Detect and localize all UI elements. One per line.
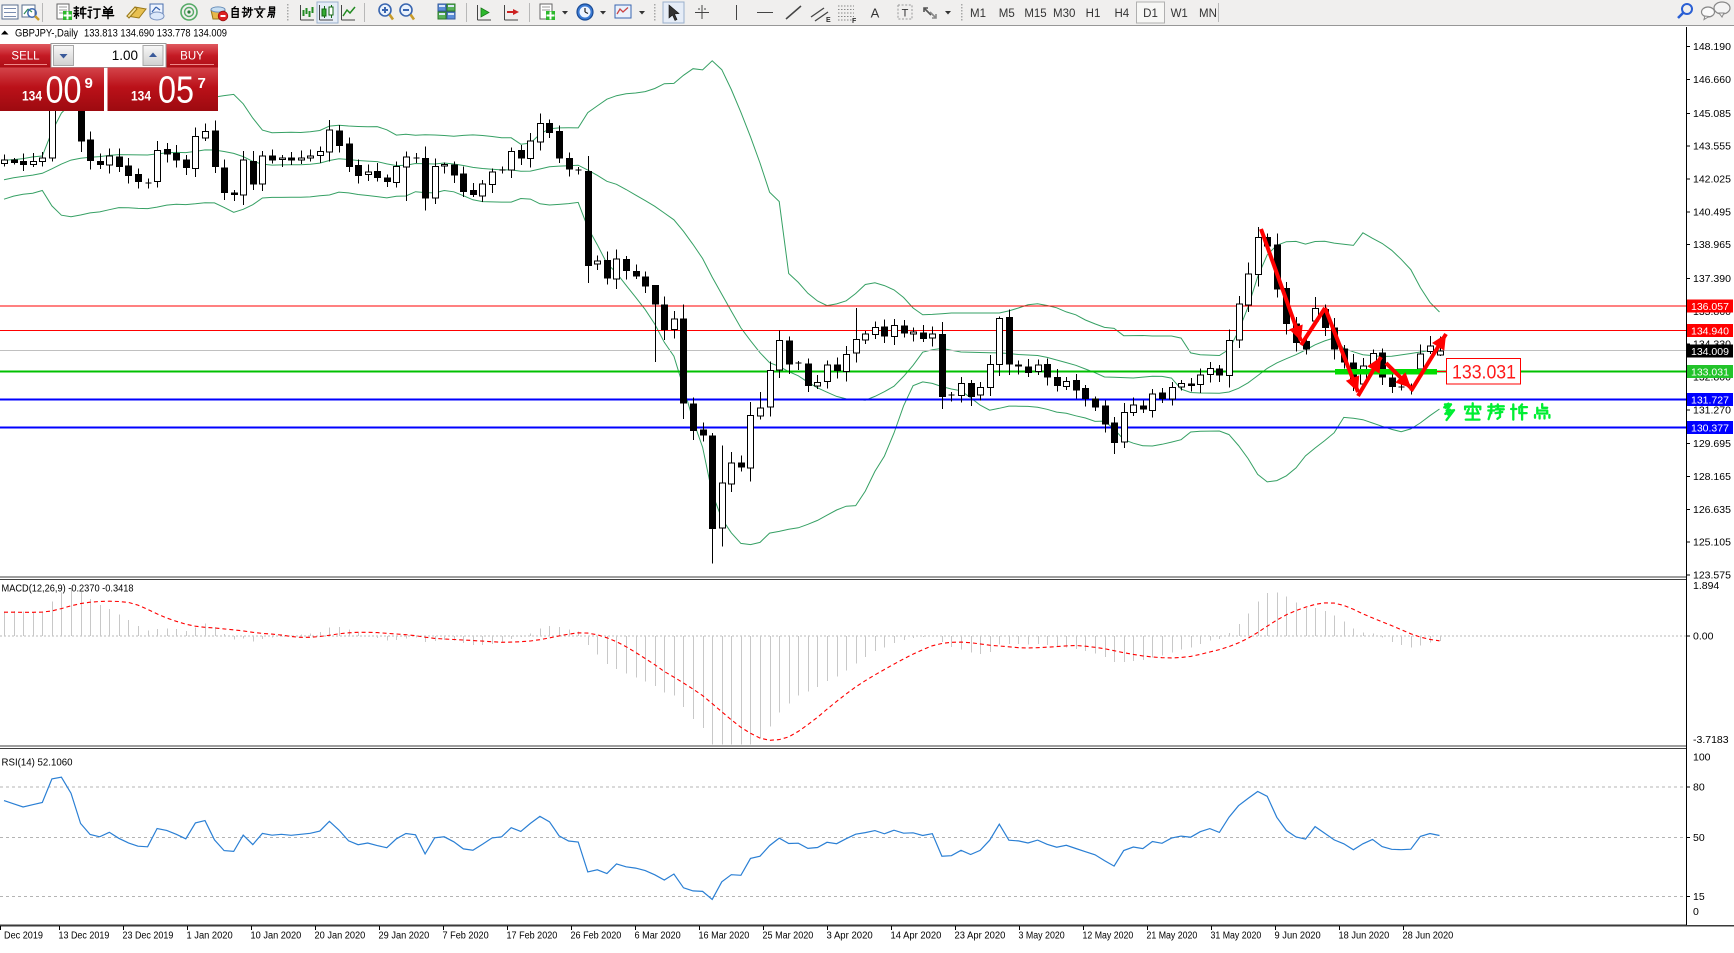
svg-text:23 Dec 2019: 23 Dec 2019 — [123, 931, 174, 942]
svg-text:-3.7183: -3.7183 — [1693, 734, 1729, 746]
svg-text:13 Dec 2019: 13 Dec 2019 — [59, 931, 110, 942]
svg-text:MN: MN — [1199, 8, 1217, 20]
svg-text:3 May 2020: 3 May 2020 — [1019, 931, 1066, 942]
svg-text:16 Mar 2020: 16 Mar 2020 — [699, 931, 750, 942]
svg-text:7: 7 — [198, 75, 206, 92]
svg-text:15: 15 — [1693, 891, 1705, 903]
svg-text:18 Jun 2020: 18 Jun 2020 — [1339, 931, 1390, 942]
svg-text:123.575: 123.575 — [1693, 569, 1731, 581]
svg-text:1.894: 1.894 — [1693, 580, 1719, 592]
svg-text:6 Mar 2020: 6 Mar 2020 — [635, 931, 682, 942]
svg-text:134.009: 134.009 — [1691, 346, 1729, 358]
svg-text:GBPJPY-,Daily: GBPJPY-,Daily — [15, 28, 78, 40]
svg-text:134.940: 134.940 — [1691, 325, 1729, 337]
svg-text:138.965: 138.965 — [1693, 239, 1731, 251]
svg-text:Dec 2019: Dec 2019 — [4, 931, 43, 942]
svg-text:9: 9 — [85, 75, 93, 92]
svg-text:136.057: 136.057 — [1691, 301, 1729, 313]
svg-text:131.270: 131.270 — [1693, 404, 1731, 416]
svg-text:F: F — [852, 18, 857, 25]
svg-text:128.165: 128.165 — [1693, 471, 1731, 483]
svg-text:0.00: 0.00 — [1693, 631, 1714, 643]
svg-text:D1: D1 — [1143, 8, 1158, 20]
svg-text:M30: M30 — [1053, 8, 1075, 20]
svg-text:134: 134 — [22, 88, 42, 104]
svg-text:134: 134 — [131, 88, 151, 104]
svg-text:26 Feb 2020: 26 Feb 2020 — [571, 931, 622, 942]
svg-text:10 Jan 2020: 10 Jan 2020 — [251, 931, 302, 942]
svg-text:M15: M15 — [1024, 8, 1046, 20]
svg-text:12 May 2020: 12 May 2020 — [1083, 931, 1134, 942]
svg-text:E: E — [826, 17, 831, 24]
svg-text:140.495: 140.495 — [1693, 206, 1731, 218]
svg-text:126.635: 126.635 — [1693, 504, 1731, 516]
svg-text:21 May 2020: 21 May 2020 — [1147, 931, 1198, 942]
svg-text:50: 50 — [1693, 832, 1705, 844]
svg-text:0: 0 — [1693, 906, 1699, 918]
svg-text:H1: H1 — [1086, 8, 1101, 20]
svg-text:23 Apr 2020: 23 Apr 2020 — [955, 931, 1006, 942]
svg-text:1.00: 1.00 — [112, 48, 138, 63]
svg-text:1 Jan 2020: 1 Jan 2020 — [187, 931, 234, 942]
svg-text:00: 00 — [46, 70, 82, 112]
svg-text:25 Mar 2020: 25 Mar 2020 — [763, 931, 814, 942]
svg-text:M5: M5 — [999, 8, 1015, 20]
svg-text:05: 05 — [158, 70, 194, 112]
svg-text:9 Jun 2020: 9 Jun 2020 — [1275, 931, 1322, 942]
svg-text:BUY: BUY — [180, 51, 204, 63]
svg-text:T: T — [902, 8, 909, 20]
svg-text:28 Jun 2020: 28 Jun 2020 — [1403, 931, 1454, 942]
svg-text:133.813 134.690 133.778 134.00: 133.813 134.690 133.778 134.009 — [84, 28, 227, 40]
svg-text:3 Apr 2020: 3 Apr 2020 — [827, 931, 874, 942]
svg-text:125.105: 125.105 — [1693, 537, 1731, 549]
svg-text:142.025: 142.025 — [1693, 174, 1731, 186]
svg-text:145.085: 145.085 — [1693, 108, 1731, 120]
svg-text:H4: H4 — [1114, 8, 1129, 20]
svg-text:80: 80 — [1693, 781, 1705, 793]
svg-text:29 Jan 2020: 29 Jan 2020 — [379, 931, 430, 942]
svg-text:146.660: 146.660 — [1693, 74, 1731, 86]
svg-text:M1: M1 — [970, 8, 986, 20]
svg-text:130.377: 130.377 — [1691, 422, 1729, 434]
svg-text:133.031: 133.031 — [1452, 363, 1516, 384]
svg-text:20 Jan 2020: 20 Jan 2020 — [315, 931, 366, 942]
svg-text:RSI(14) 52.1060: RSI(14) 52.1060 — [2, 757, 73, 769]
svg-text:MACD(12,26,9) -0.2370 -0.3418: MACD(12,26,9) -0.2370 -0.3418 — [2, 583, 134, 595]
svg-text:131.727: 131.727 — [1691, 394, 1729, 406]
svg-text:148.190: 148.190 — [1693, 41, 1731, 53]
svg-text:7 Feb 2020: 7 Feb 2020 — [443, 931, 490, 942]
svg-text:17 Feb 2020: 17 Feb 2020 — [507, 931, 558, 942]
svg-text:31 May 2020: 31 May 2020 — [1211, 931, 1262, 942]
svg-text:14 Apr 2020: 14 Apr 2020 — [891, 931, 942, 942]
svg-text:137.390: 137.390 — [1693, 273, 1731, 285]
svg-text:129.695: 129.695 — [1693, 438, 1731, 450]
svg-text:143.555: 143.555 — [1693, 141, 1731, 153]
svg-text:A: A — [871, 6, 880, 21]
svg-text:100: 100 — [1693, 752, 1711, 764]
svg-text:133.031: 133.031 — [1691, 366, 1729, 378]
svg-text:W1: W1 — [1171, 8, 1188, 20]
svg-text:SELL: SELL — [11, 51, 40, 63]
